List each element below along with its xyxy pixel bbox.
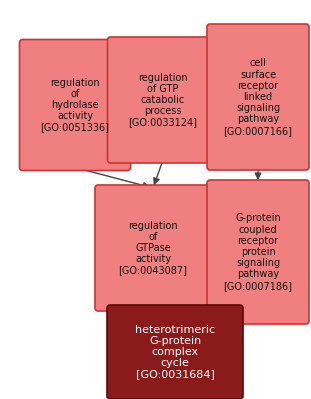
Text: regulation
of GTP
catabolic
process
[GO:0033124]: regulation of GTP catabolic process [GO:… bbox=[128, 73, 197, 127]
Text: regulation
of
hydrolase
activity
[GO:0051336]: regulation of hydrolase activity [GO:005… bbox=[40, 77, 109, 132]
FancyBboxPatch shape bbox=[95, 185, 211, 311]
FancyBboxPatch shape bbox=[207, 24, 309, 170]
FancyBboxPatch shape bbox=[20, 40, 131, 170]
FancyBboxPatch shape bbox=[207, 180, 309, 324]
FancyBboxPatch shape bbox=[107, 305, 243, 399]
Text: cell
surface
receptor
linked
signaling
pathway
[GO:0007166]: cell surface receptor linked signaling p… bbox=[224, 58, 293, 136]
Text: regulation
of
GTPase
activity
[GO:0043087]: regulation of GTPase activity [GO:004308… bbox=[118, 221, 188, 275]
Text: heterotrimeric
G-protein
complex
cycle
[GO:0031684]: heterotrimeric G-protein complex cycle [… bbox=[135, 325, 215, 379]
Text: G-protein
coupled
receptor
protein
signaling
pathway
[GO:0007186]: G-protein coupled receptor protein signa… bbox=[224, 213, 293, 290]
FancyBboxPatch shape bbox=[108, 37, 219, 163]
